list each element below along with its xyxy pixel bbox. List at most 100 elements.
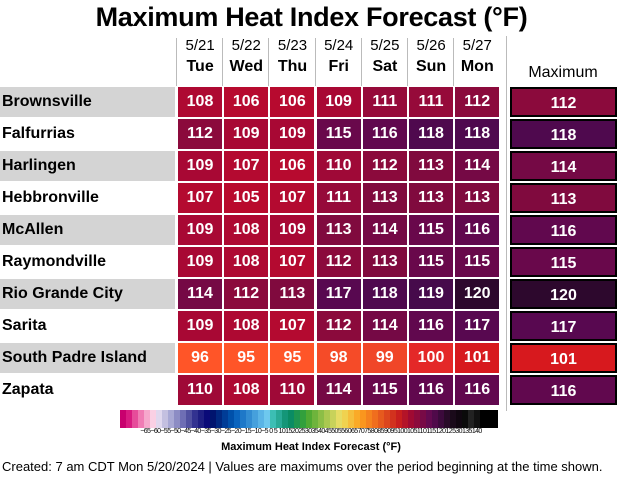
heat-index-cell: 109 — [178, 151, 222, 181]
heat-index-cell: 115 — [455, 247, 500, 277]
color-scale-swatch — [138, 410, 144, 428]
color-scale-swatch — [456, 410, 462, 428]
heat-index-cell: 108 — [178, 87, 222, 117]
heat-index-cell: 111 — [316, 183, 361, 213]
color-scale-swatch — [348, 410, 354, 428]
heat-index-cell: 99 — [362, 343, 407, 373]
heat-index-cell: 109 — [224, 119, 269, 149]
heat-index-cell: 109 — [270, 215, 315, 245]
city-name: Rio Grande City — [2, 285, 123, 302]
column-separator — [360, 38, 362, 86]
heat-index-cell: 107 — [270, 183, 315, 213]
color-scale-swatch — [432, 410, 438, 428]
column-separator — [176, 38, 177, 86]
maximum-cell: 113 — [510, 183, 617, 213]
heat-index-cell: 106 — [270, 87, 315, 117]
color-scale-swatch — [366, 410, 372, 428]
color-scale-swatch — [204, 410, 210, 428]
maximum-cell: 120 — [510, 279, 617, 309]
day-date: 5/22 — [231, 37, 261, 54]
color-scale-swatch — [270, 410, 276, 428]
day-date: 5/21 — [185, 37, 215, 54]
day-header: 5/24 Fri — [317, 38, 361, 75]
heat-index-cell: 98 — [316, 343, 361, 373]
color-scale-swatch — [156, 410, 162, 428]
row-background — [0, 343, 175, 373]
color-scale-label: Maximum Heat Index Forecast (°F) — [221, 441, 401, 453]
color-scale-swatch — [312, 410, 318, 428]
heat-index-cell: 113 — [362, 183, 407, 213]
heat-index-cell: 116 — [409, 311, 453, 341]
heat-index-cell: 109 — [178, 247, 222, 277]
column-separator — [222, 38, 224, 86]
row-background — [0, 87, 175, 117]
maximum-divider — [506, 36, 507, 411]
color-scale-swatch — [282, 410, 288, 428]
color-scale-swatch — [354, 410, 360, 428]
color-scale-swatch — [408, 410, 414, 428]
color-scale-swatch — [426, 410, 432, 428]
color-scale-swatch — [126, 410, 132, 428]
heat-index-cell: 107 — [270, 311, 315, 341]
day-of-week: Sun — [415, 58, 447, 75]
footer-note: Created: 7 am CDT Mon 5/20/2024 | Values… — [2, 459, 603, 474]
color-scale-swatch — [420, 410, 426, 428]
heat-index-cell: 106 — [270, 151, 315, 181]
heat-index-cell: 111 — [362, 87, 407, 117]
heat-index-cell: 116 — [455, 215, 500, 245]
day-of-week: Sat — [372, 58, 398, 75]
color-scale-swatch — [384, 410, 390, 428]
row-background — [0, 279, 175, 309]
maximum-column-header: Maximum — [528, 64, 598, 81]
maximum-cell: 118 — [510, 119, 617, 149]
heat-index-cell: 110 — [178, 375, 222, 405]
day-header: 5/26 Sun — [409, 38, 453, 75]
color-scale-swatch — [474, 410, 480, 428]
chart-title: Maximum Heat Index Forecast (°F) — [95, 2, 528, 32]
column-separator — [268, 38, 270, 86]
color-scale-swatch — [210, 410, 216, 428]
color-scale-swatch — [300, 410, 306, 428]
maximum-cell: 114 — [510, 151, 617, 181]
city-name: Falfurrias — [2, 125, 75, 142]
color-scale-swatch — [276, 410, 282, 428]
color-scale-swatch — [234, 410, 240, 428]
heat-index-cell: 108 — [224, 247, 269, 277]
color-scale-tick-labels: −65−60−55−50−45−40−35−30−25−20−15−10−5 0… — [140, 428, 482, 435]
heat-index-cell: 112 — [362, 151, 407, 181]
heat-index-cell: 113 — [316, 215, 361, 245]
color-scale-swatch — [174, 410, 180, 428]
heat-index-cell: 113 — [455, 183, 500, 213]
heat-index-cell: 107 — [270, 247, 315, 277]
color-scale-swatch — [144, 410, 150, 428]
day-date: 5/27 — [462, 37, 492, 54]
heat-index-cell: 101 — [455, 343, 500, 373]
day-header: 5/27 Mon — [455, 38, 499, 75]
day-of-week: Mon — [460, 58, 494, 75]
heat-index-cell: 115 — [362, 375, 407, 405]
heat-index-cell: 112 — [316, 311, 361, 341]
color-scale-swatch — [186, 410, 192, 428]
heat-index-cell: 112 — [224, 279, 269, 309]
color-scale-swatch — [192, 410, 198, 428]
heat-index-cell: 114 — [362, 311, 407, 341]
heat-index-cell: 115 — [409, 215, 453, 245]
heat-index-cell: 108 — [224, 215, 269, 245]
heat-index-cell: 116 — [455, 375, 500, 405]
color-scale-swatch — [480, 410, 486, 428]
color-scale-swatch — [222, 410, 228, 428]
color-scale-swatch — [462, 410, 468, 428]
day-date: 5/23 — [277, 37, 308, 54]
day-of-week: Fri — [328, 58, 349, 75]
heat-index-cell: 118 — [362, 279, 407, 309]
color-scale-swatch — [216, 410, 222, 428]
day-header: 5/23 Thu — [270, 38, 314, 75]
color-scale-swatch — [336, 410, 342, 428]
day-date: 5/25 — [370, 37, 400, 54]
heat-index-cell: 110 — [270, 375, 315, 405]
heat-index-cell: 109 — [178, 215, 222, 245]
color-scale-swatch — [246, 410, 252, 428]
heat-index-cell: 96 — [178, 343, 222, 373]
color-scale-swatch — [438, 410, 444, 428]
day-header: 5/25 Sat — [363, 38, 407, 75]
